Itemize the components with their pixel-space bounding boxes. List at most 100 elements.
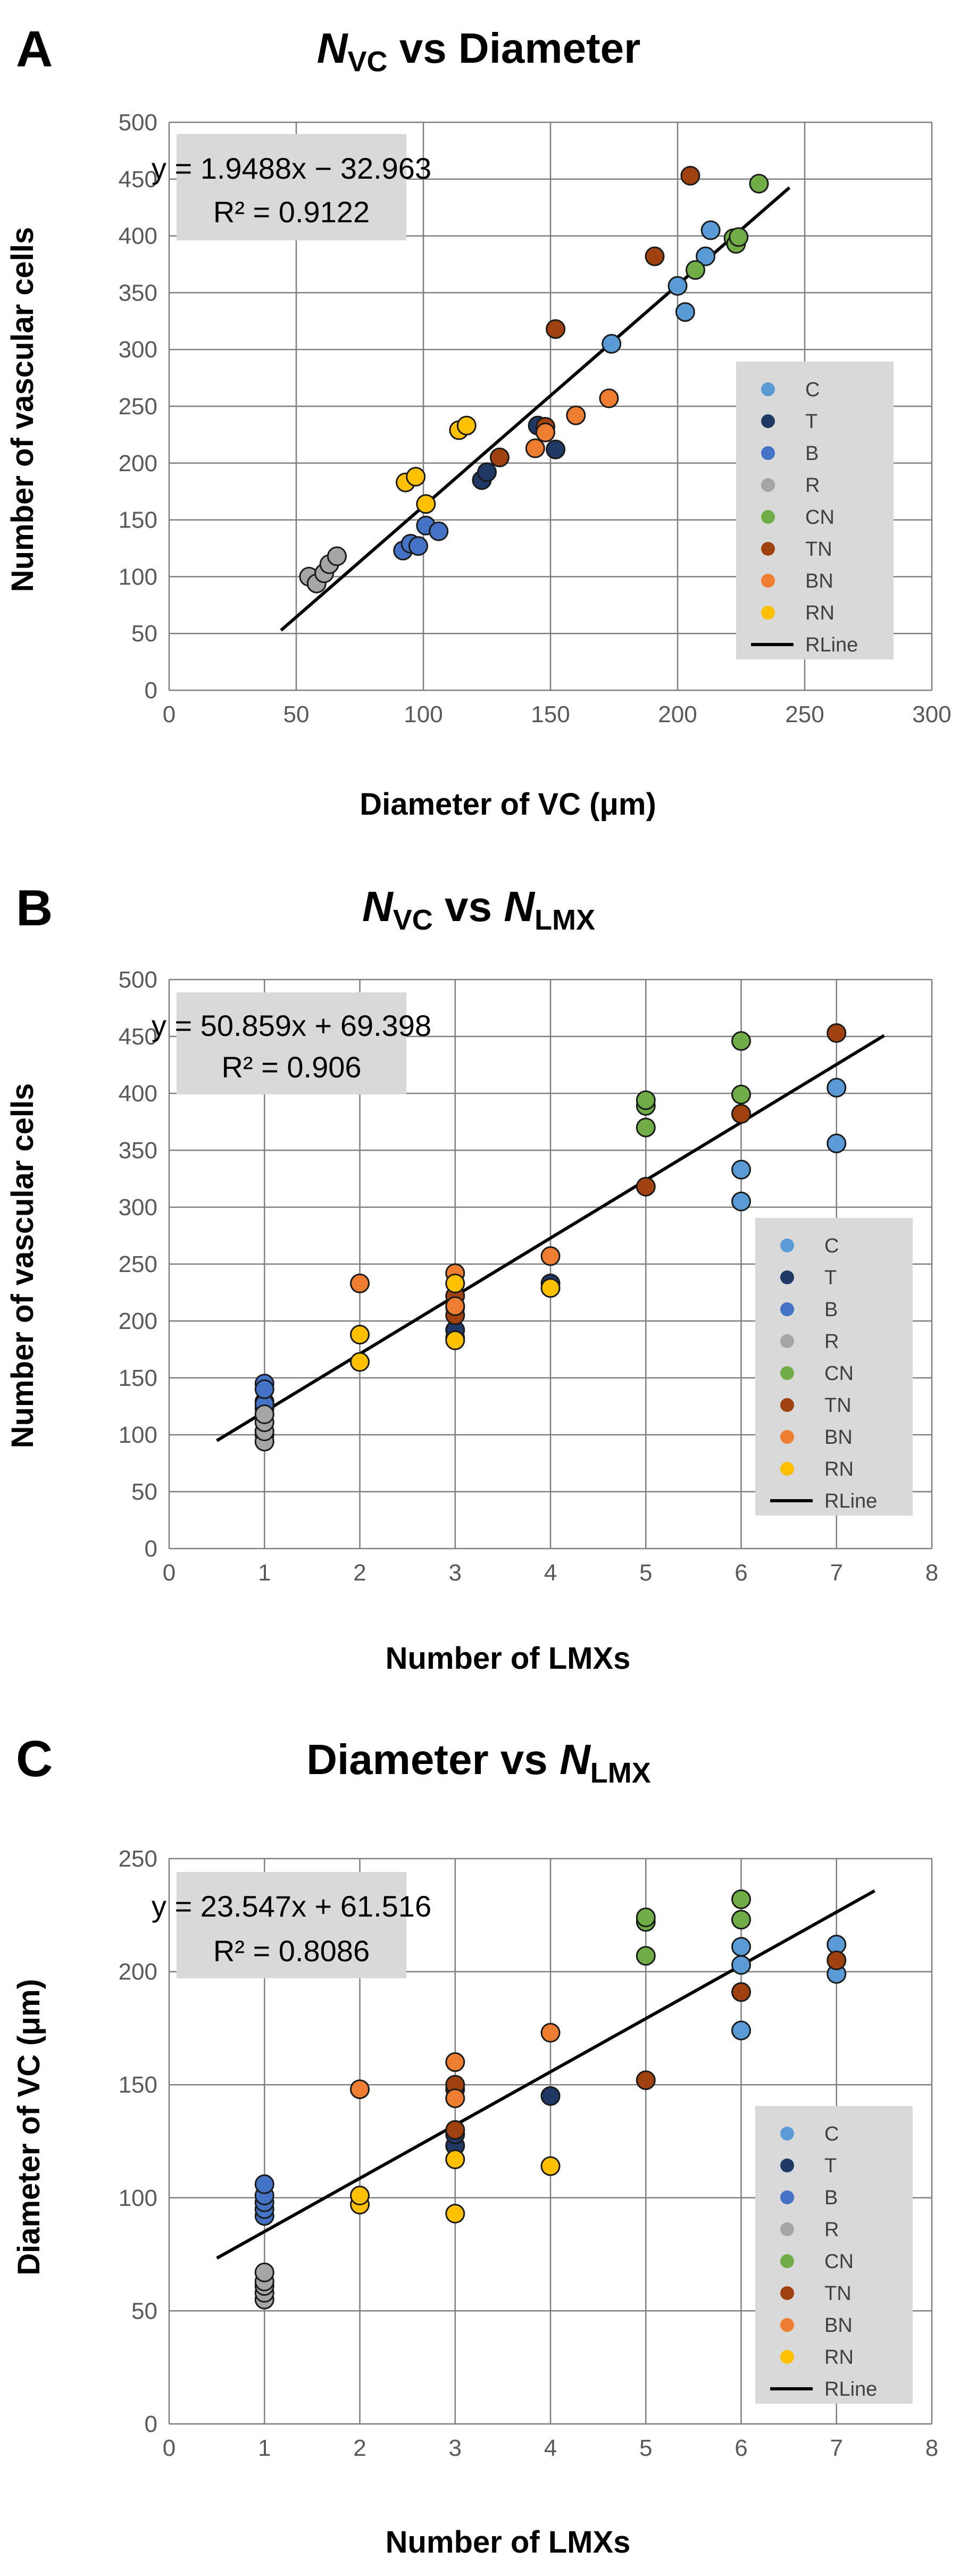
legend-label-rn: RN xyxy=(824,2346,854,2369)
data-point-t xyxy=(546,439,566,459)
legend-label-tn: TN xyxy=(805,538,832,561)
data-point-bn xyxy=(350,1273,370,1293)
equation-box-c xyxy=(177,1872,406,1978)
legend-marker-cn xyxy=(780,2254,794,2268)
x-tick-label: 3 xyxy=(449,2435,462,2461)
legend-label-c: C xyxy=(824,2123,839,2145)
legend-label-bn: BN xyxy=(824,1426,853,1449)
data-point-rn xyxy=(456,415,477,436)
legend-marker-b xyxy=(780,2190,794,2204)
y-tick-label: 50 xyxy=(131,621,157,647)
data-point-c xyxy=(667,276,688,296)
x-tick-label: 300 xyxy=(912,701,951,727)
r-squared-c: R² = 0.8086 xyxy=(213,1934,370,1968)
x-tick-label: 5 xyxy=(639,1560,652,1586)
data-point-c xyxy=(696,246,716,266)
x-tick-label: 8 xyxy=(925,1560,938,1586)
legend-marker-rn xyxy=(761,606,775,620)
data-point-c xyxy=(700,220,721,240)
data-point-c xyxy=(731,1191,751,1211)
ticks-c: 0 50 100 150 200 250 0 1 2 3 4 5 6 7 8 xyxy=(119,1846,939,2461)
x-axis-label-b: Number of LMXs xyxy=(386,1641,631,1676)
data-point-c xyxy=(731,1937,751,1957)
data-point-cn xyxy=(731,1910,751,1930)
data-point-b xyxy=(408,536,428,556)
x-tick-label: 8 xyxy=(925,2435,938,2461)
y-tick-label: 150 xyxy=(119,507,157,533)
data-point-bn xyxy=(540,2022,561,2043)
x-tick-label: 1 xyxy=(258,1560,271,1586)
legend-marker-rn xyxy=(780,2350,794,2364)
data-point-bn xyxy=(445,1296,465,1316)
y-tick-label: 300 xyxy=(119,337,157,363)
data-point-tn xyxy=(680,165,700,186)
data-point-cn xyxy=(636,1090,656,1110)
y-tick-label: 100 xyxy=(119,564,157,590)
data-points-c xyxy=(254,1889,847,2310)
data-point-rn xyxy=(406,466,426,487)
legend-marker-tn xyxy=(780,2286,794,2300)
data-point-tn xyxy=(827,1950,847,1970)
x-tick-label: 0 xyxy=(163,1560,176,1586)
regression-equation-c: y = 23.547x + 61.516 xyxy=(152,1889,431,1923)
panel-letter-b: B xyxy=(16,880,53,936)
y-tick-label: 400 xyxy=(119,223,157,249)
x-tick-label: 0 xyxy=(163,701,176,727)
y-axis-label-b: Number of vascular cells xyxy=(5,1083,40,1449)
x-tick-label: 7 xyxy=(830,1560,843,1586)
y-tick-label: 150 xyxy=(119,2072,157,2098)
data-point-c xyxy=(827,1077,847,1098)
legend-label-tn: TN xyxy=(824,2282,852,2305)
data-point-b xyxy=(254,1379,274,1399)
y-tick-label: 0 xyxy=(145,678,157,704)
data-point-rn xyxy=(540,1278,561,1298)
x-tick-label: 0 xyxy=(163,2435,176,2461)
legend-marker-tn xyxy=(780,1398,794,1412)
regression-line-c xyxy=(216,1889,875,2260)
equation-box-a xyxy=(177,134,406,240)
data-point-r xyxy=(254,1404,274,1424)
data-point-cn xyxy=(731,1084,751,1105)
x-tick-label: 3 xyxy=(449,1560,462,1586)
y-axis-label-a: Number of vascular cells xyxy=(5,227,40,592)
legend-label-t: T xyxy=(805,411,817,433)
data-point-t xyxy=(477,462,497,482)
legend-marker-c xyxy=(780,1239,794,1252)
regression-line xyxy=(216,1034,885,1442)
data-point-bn xyxy=(566,405,586,425)
data-point-c xyxy=(675,302,695,322)
x-tick-label: 50 xyxy=(283,701,310,727)
data-point-rn xyxy=(445,1273,465,1293)
data-points-a xyxy=(299,165,769,593)
regression-line xyxy=(216,1889,875,2260)
data-point-tn xyxy=(489,447,510,467)
legend-label-c: C xyxy=(824,1235,839,1257)
data-point-c xyxy=(827,1133,847,1153)
x-tick-label: 2 xyxy=(353,1560,366,1586)
data-point-c xyxy=(731,1159,751,1180)
legend-label-t: T xyxy=(824,1267,837,1289)
panel-letter-c: C xyxy=(16,1730,53,1787)
y-tick-label: 0 xyxy=(145,2411,157,2437)
legend-label-rline: RLine xyxy=(805,634,858,656)
y-tick-label: 350 xyxy=(119,280,157,306)
legend-marker-rn xyxy=(780,1462,794,1476)
x-tick-label: 7 xyxy=(830,2435,843,2461)
x-tick-label: 2 xyxy=(353,2435,366,2461)
legend-label-bn: BN xyxy=(805,570,833,592)
legend-label-b: B xyxy=(824,2187,838,2209)
legend-label-b: B xyxy=(805,442,819,465)
legend-marker-t xyxy=(780,2159,794,2172)
legend-marker-cn xyxy=(780,1366,794,1380)
legend-marker-b xyxy=(761,446,775,460)
data-point-c xyxy=(602,334,622,354)
y-tick-label: 250 xyxy=(119,1251,157,1277)
y-tick-label: 100 xyxy=(119,2185,157,2211)
chart-title-c: Diameter vs NLMX xyxy=(306,1736,651,1789)
data-point-cn xyxy=(731,1889,751,1910)
data-point-tn xyxy=(731,1982,751,2002)
legend-label-rline: RLine xyxy=(824,1490,877,1512)
legend-label-r: R xyxy=(824,2219,839,2241)
data-point-cn xyxy=(636,1946,656,1966)
